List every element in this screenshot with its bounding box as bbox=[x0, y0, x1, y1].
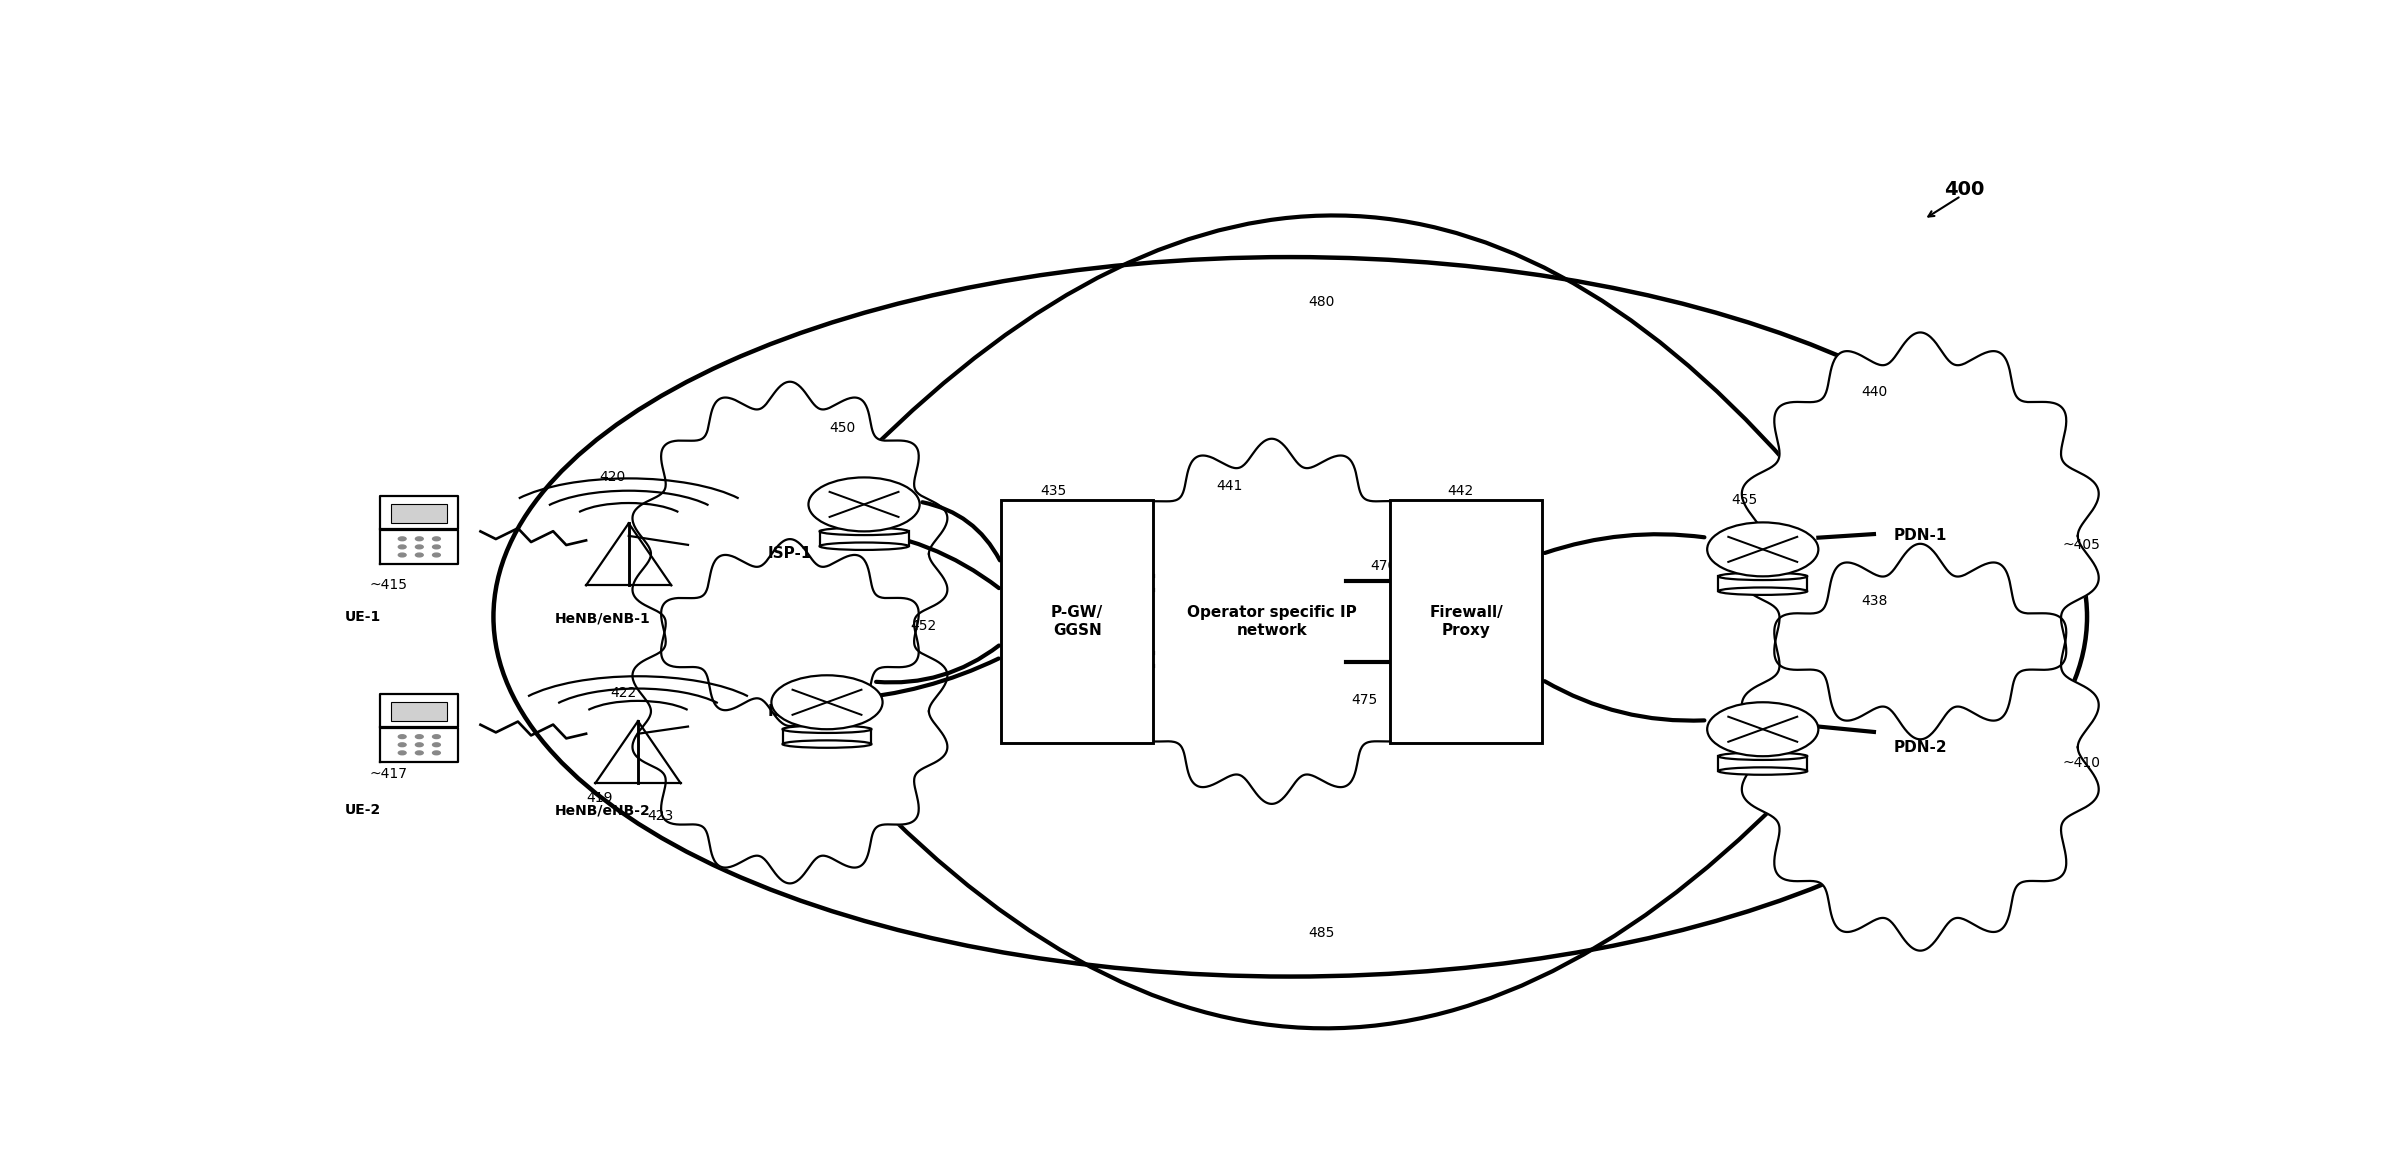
Text: 480: 480 bbox=[1308, 296, 1334, 310]
Circle shape bbox=[416, 537, 423, 541]
Circle shape bbox=[416, 735, 423, 738]
FancyArrowPatch shape bbox=[830, 753, 1817, 1028]
Text: 475: 475 bbox=[1351, 694, 1377, 708]
Text: 442: 442 bbox=[1449, 484, 1473, 498]
Circle shape bbox=[399, 537, 406, 541]
FancyArrowPatch shape bbox=[875, 646, 999, 682]
Polygon shape bbox=[1105, 439, 1439, 804]
Text: 452: 452 bbox=[911, 619, 937, 633]
Text: HeNB/eNB-2: HeNB/eNB-2 bbox=[555, 804, 650, 818]
Polygon shape bbox=[634, 540, 947, 883]
Circle shape bbox=[416, 751, 423, 755]
Polygon shape bbox=[1741, 544, 2099, 951]
Ellipse shape bbox=[782, 741, 870, 748]
FancyArrowPatch shape bbox=[866, 215, 1817, 498]
Text: HeNB/eNB-1: HeNB/eNB-1 bbox=[555, 612, 650, 626]
Circle shape bbox=[1707, 702, 1820, 756]
Bar bbox=[392, 702, 447, 721]
Text: UE-2: UE-2 bbox=[344, 804, 383, 818]
Circle shape bbox=[399, 545, 406, 549]
Text: 470: 470 bbox=[1370, 558, 1396, 572]
Circle shape bbox=[433, 743, 440, 746]
Bar bbox=[392, 505, 447, 523]
Text: ISP-1: ISP-1 bbox=[768, 547, 813, 562]
Text: 440: 440 bbox=[1860, 385, 1886, 399]
Bar bbox=[1719, 576, 1808, 591]
Text: ISP-2: ISP-2 bbox=[768, 704, 813, 718]
Text: 485: 485 bbox=[1308, 926, 1334, 940]
Circle shape bbox=[433, 537, 440, 541]
Text: 455: 455 bbox=[1731, 493, 1757, 507]
Text: 422: 422 bbox=[610, 687, 636, 701]
Bar bbox=[1389, 500, 1542, 743]
Bar bbox=[820, 531, 909, 547]
Circle shape bbox=[433, 545, 440, 549]
Text: 420: 420 bbox=[600, 471, 626, 485]
FancyArrowPatch shape bbox=[849, 529, 999, 589]
Bar bbox=[1002, 500, 1152, 743]
Text: 450: 450 bbox=[830, 420, 856, 434]
Text: 438: 438 bbox=[1860, 593, 1886, 607]
Ellipse shape bbox=[1719, 588, 1808, 595]
Text: Firewall/
Proxy: Firewall/ Proxy bbox=[1430, 605, 1504, 638]
Ellipse shape bbox=[820, 542, 909, 550]
Text: 419: 419 bbox=[586, 792, 612, 806]
Text: PDN-2: PDN-2 bbox=[1894, 739, 1946, 755]
Circle shape bbox=[1707, 522, 1820, 576]
Text: 435: 435 bbox=[1040, 484, 1066, 498]
Text: ~417: ~417 bbox=[368, 767, 406, 781]
FancyArrowPatch shape bbox=[844, 659, 999, 700]
Text: 441: 441 bbox=[1217, 479, 1243, 493]
Circle shape bbox=[399, 743, 406, 746]
Circle shape bbox=[433, 751, 440, 755]
Circle shape bbox=[416, 554, 423, 557]
Ellipse shape bbox=[1719, 752, 1808, 760]
Text: 423: 423 bbox=[648, 809, 674, 823]
Polygon shape bbox=[380, 728, 459, 762]
Ellipse shape bbox=[782, 725, 870, 734]
Circle shape bbox=[399, 735, 406, 738]
FancyArrowPatch shape bbox=[923, 502, 999, 561]
Circle shape bbox=[433, 554, 440, 557]
Circle shape bbox=[808, 478, 921, 531]
Text: ~410: ~410 bbox=[2063, 756, 2102, 770]
Polygon shape bbox=[1741, 333, 2099, 739]
Text: ~415: ~415 bbox=[368, 578, 406, 592]
Text: UE-1: UE-1 bbox=[344, 610, 383, 624]
Bar bbox=[782, 729, 870, 744]
Circle shape bbox=[772, 675, 882, 729]
Bar bbox=[1719, 756, 1808, 771]
Circle shape bbox=[399, 751, 406, 755]
Text: P-GW/
GGSN: P-GW/ GGSN bbox=[1052, 605, 1102, 638]
Circle shape bbox=[433, 735, 440, 738]
Polygon shape bbox=[634, 382, 947, 726]
Circle shape bbox=[399, 554, 406, 557]
Polygon shape bbox=[380, 496, 459, 529]
Text: PDN-1: PDN-1 bbox=[1894, 528, 1946, 543]
Text: ~405: ~405 bbox=[2063, 538, 2102, 551]
Text: Operator specific IP
network: Operator specific IP network bbox=[1186, 605, 1356, 638]
Ellipse shape bbox=[820, 528, 909, 535]
Ellipse shape bbox=[1719, 767, 1808, 774]
Polygon shape bbox=[380, 530, 459, 564]
Text: 457: 457 bbox=[1731, 737, 1757, 751]
FancyArrowPatch shape bbox=[1545, 681, 1705, 721]
Circle shape bbox=[416, 743, 423, 746]
Text: 400: 400 bbox=[1944, 180, 1985, 199]
FancyArrowPatch shape bbox=[1545, 534, 1705, 552]
Polygon shape bbox=[380, 694, 459, 726]
Circle shape bbox=[416, 545, 423, 549]
Ellipse shape bbox=[1719, 572, 1808, 580]
